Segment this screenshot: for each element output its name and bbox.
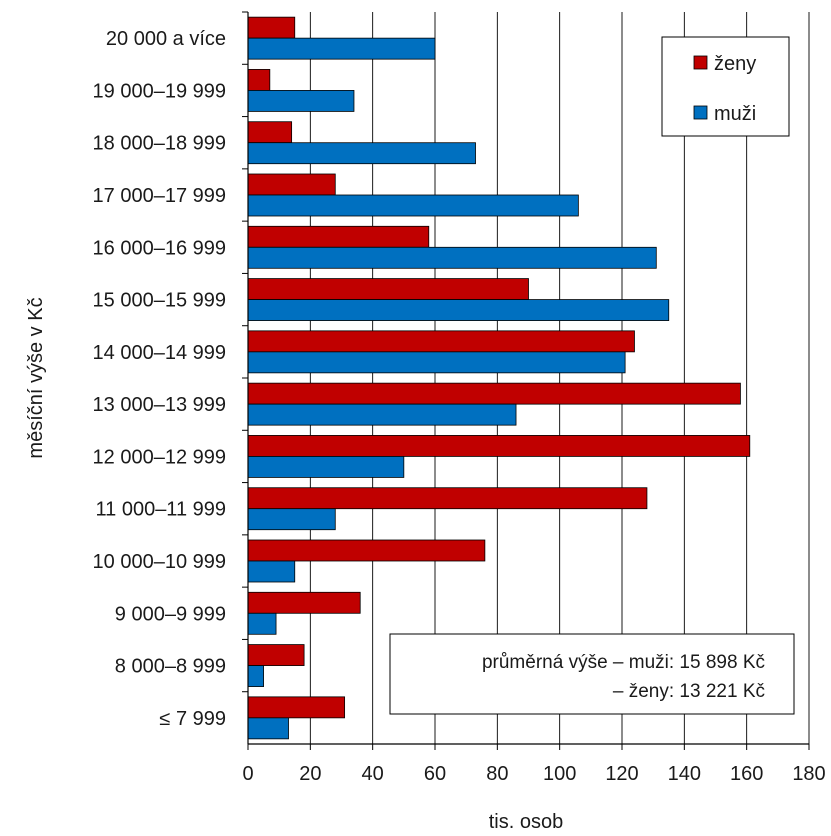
category-label: 18 000–18 999 xyxy=(93,133,226,155)
bar-zeny-9 xyxy=(247,487,648,510)
x-tick-labels: 0 20 40 60 80 100 120 140 160 180 xyxy=(242,763,825,785)
bar-zeny-5 xyxy=(247,278,529,300)
bar-muzi-0 xyxy=(247,37,436,60)
bar-muzi-12 xyxy=(247,665,264,687)
average-note-men: průměrná výše – muži: 15 898 Kč xyxy=(482,652,765,673)
grid-lines xyxy=(247,12,810,750)
legend-swatch-muzi xyxy=(693,105,708,120)
x-tick-label: 160 xyxy=(730,763,763,785)
average-note: průměrná výše – muži: 15 898 Kč – ženy: … xyxy=(389,633,795,715)
category-label: 16 000–16 999 xyxy=(93,237,226,259)
x-tick-label: 20 xyxy=(299,763,321,785)
bar-zeny-0 xyxy=(247,16,296,39)
category-label: 17 000–17 999 xyxy=(93,185,226,207)
bar-zeny-1 xyxy=(247,69,271,91)
category-label: 13 000–13 999 xyxy=(93,394,226,416)
bar-muzi-7 xyxy=(247,403,517,426)
category-label: 12 000–12 999 xyxy=(93,446,226,468)
legend-label-zeny: ženy xyxy=(714,53,756,75)
bar-muzi-11 xyxy=(247,612,277,635)
bar-zeny-10 xyxy=(247,539,486,562)
bar-zeny-8 xyxy=(247,435,751,457)
x-tick-label: 80 xyxy=(486,763,508,785)
bar-muzi-6 xyxy=(247,351,626,374)
category-label: ≤ 7 999 xyxy=(159,708,226,730)
bar-muzi-13 xyxy=(247,717,289,740)
x-tick-label: 100 xyxy=(543,763,576,785)
average-note-box xyxy=(389,633,795,715)
category-label: 14 000–14 999 xyxy=(93,342,226,364)
bar-muzi-9 xyxy=(247,508,336,531)
y-axis-title: měsíční výše v Kč xyxy=(25,297,47,458)
x-tick-label: 0 xyxy=(242,763,253,785)
bar-zeny-2 xyxy=(247,121,293,144)
category-label: 11 000–11 999 xyxy=(96,499,227,521)
legend-label-muzi: muži xyxy=(714,103,756,125)
bar-zeny-6 xyxy=(247,330,635,353)
bar-zeny-11 xyxy=(247,591,361,614)
bar-muzi-8 xyxy=(247,456,405,478)
category-label: 19 000–19 999 xyxy=(93,80,226,102)
category-label: 20 000 a více xyxy=(106,28,226,50)
x-tick-label: 180 xyxy=(792,763,825,785)
bar-zeny-7 xyxy=(247,382,741,405)
bar-muzi-10 xyxy=(247,560,296,583)
average-note-women: – ženy: 13 221 Kč xyxy=(613,681,765,702)
bar-zeny-4 xyxy=(247,225,430,248)
x-tick-label: 140 xyxy=(668,763,701,785)
category-labels: 20 000 a více 19 000–19 999 18 000–18 999 1… xyxy=(93,11,248,730)
bar-muzi-2 xyxy=(247,142,476,165)
bar-muzi-4 xyxy=(247,246,657,269)
category-label: 8 000–8 999 xyxy=(115,656,226,678)
bar-zeny-13 xyxy=(247,696,346,719)
bar-muzi-1 xyxy=(247,90,355,112)
category-label: 10 000–10 999 xyxy=(93,551,226,573)
legend-box xyxy=(661,36,790,137)
bar-muzi-5 xyxy=(247,299,670,321)
legend: ženy muži xyxy=(661,36,790,137)
x-tick-label: 40 xyxy=(362,763,384,785)
x-axis-title: tis. osob xyxy=(489,811,563,833)
bar-muzi-3 xyxy=(247,194,579,217)
bar-zeny-12 xyxy=(247,644,305,666)
bars xyxy=(247,16,751,740)
legend-swatch-zeny xyxy=(693,55,708,70)
bar-zeny-3 xyxy=(247,173,336,196)
x-tick-label: 60 xyxy=(424,763,446,785)
x-tick-label: 120 xyxy=(605,763,638,785)
category-label: 9 000–9 999 xyxy=(115,603,226,625)
category-label: 15 000–15 999 xyxy=(93,290,226,312)
